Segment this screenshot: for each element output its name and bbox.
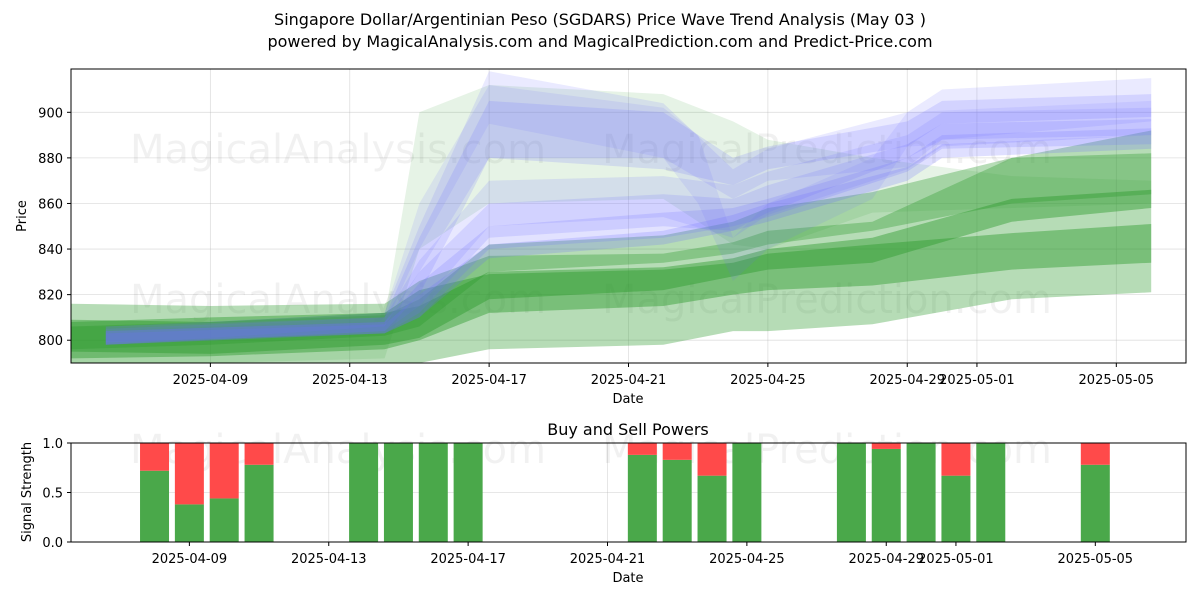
sell-power-bar — [244, 443, 274, 465]
power-x-tick-label: 2025-04-17 — [430, 552, 506, 567]
price-x-tick-label: 2025-04-17 — [451, 373, 527, 388]
buy-power-bar — [349, 443, 379, 542]
price-y-ticks: 800 820 840 860 880 900 — [38, 106, 71, 349]
power-x-tick-label: 2025-04-21 — [570, 552, 646, 567]
trend-band-2 — [71, 153, 1152, 350]
buy-power-bar — [836, 443, 866, 542]
buy-power-bar — [1080, 464, 1110, 542]
power-y-tick-label: 0.0 — [42, 536, 63, 551]
price-y-tick-label: 800 — [38, 334, 63, 349]
prediction-band-9 — [105, 128, 1152, 345]
price-x-ticks: 2025-04-09 2025-04-13 2025-04-17 2025-04-21… — [173, 363, 1155, 388]
price-x-tick-label: 2025-04-13 — [312, 373, 388, 388]
power-x-tick-label: 2025-05-01 — [918, 552, 994, 567]
buy-power-bar — [244, 464, 274, 542]
buy-power-bar — [976, 443, 1006, 542]
price-x-tick-label: 2025-04-09 — [173, 373, 249, 388]
power-x-tick-label: 2025-05-05 — [1058, 552, 1134, 567]
price-y-tick-label: 900 — [38, 106, 63, 121]
power-y-tick-label: 0.5 — [42, 487, 63, 502]
sell-power-bar — [697, 443, 727, 476]
price-bands — [71, 71, 1152, 363]
price-x-tick-label: 2025-05-05 — [1079, 373, 1155, 388]
price-x-label: Date — [612, 392, 643, 407]
buy-power-bar — [383, 443, 413, 542]
power-y-tick-label: 1.0 — [42, 437, 63, 452]
price-grid — [71, 69, 1186, 363]
price-y-tick-label: 880 — [38, 152, 63, 167]
prediction-band-6 — [105, 94, 1152, 345]
buy-power-bar — [418, 443, 448, 542]
price-x-tick-label: 2025-04-21 — [591, 373, 667, 388]
sell-power-bar — [941, 443, 971, 476]
price-y-label: Price — [15, 200, 30, 232]
buy-power-bar — [627, 454, 657, 542]
buy-power-bar — [662, 459, 692, 542]
buy-power-bar — [906, 443, 936, 542]
chart-subtitle: powered by MagicalAnalysis.com and Magic… — [267, 32, 933, 51]
prediction-band-7 — [105, 107, 1152, 345]
watermark-prediction-mid: MagicalPrediction.com — [602, 277, 1052, 323]
sell-power-bar — [871, 443, 901, 449]
power-x-label: Date — [612, 571, 643, 586]
trend-band-0 — [71, 130, 1152, 363]
power-x-tick-label: 2025-04-09 — [152, 552, 228, 567]
trend-band-1 — [71, 224, 1152, 359]
power-x-tick-label: 2025-04-13 — [291, 552, 367, 567]
price-x-tick-label: 2025-04-29 — [869, 373, 945, 388]
buy-power-bar — [174, 504, 204, 542]
price-watermarks: MagicalAnalysis.com MagicalPrediction.co… — [130, 127, 1052, 323]
sell-power-bar — [662, 443, 692, 460]
price-panel: MagicalAnalysis.com MagicalPrediction.co… — [15, 68, 1187, 407]
buy-power-bar — [941, 475, 971, 542]
sell-power-bar — [627, 443, 657, 455]
buy-power-bar — [697, 475, 727, 542]
price-x-tick-label: 2025-05-01 — [939, 373, 1015, 388]
sell-power-bar — [1080, 443, 1110, 465]
power-bars — [140, 443, 1110, 542]
sell-power-bar — [209, 443, 239, 499]
power-panel: Buy and Sell Powers MagicalAnalysis.com … — [20, 420, 1187, 586]
sell-power-bar — [174, 443, 204, 505]
price-y-tick-label: 840 — [38, 243, 63, 258]
sell-power-bar — [140, 443, 170, 471]
buy-power-bar — [209, 498, 239, 542]
power-y-ticks: 0.0 0.5 1.0 — [42, 437, 71, 551]
buy-power-bar — [732, 443, 762, 542]
prediction-band-5 — [105, 71, 1152, 345]
watermark-analysis-top: MagicalAnalysis.com — [130, 127, 546, 173]
price-x-tick-label: 2025-04-25 — [730, 373, 806, 388]
price-y-tick-label: 820 — [38, 289, 63, 304]
prediction-band-10 — [105, 135, 1152, 343]
power-title: Buy and Sell Powers — [547, 420, 709, 439]
watermark-analysis-mid: MagicalAnalysis.com — [130, 277, 546, 323]
buy-power-bar — [871, 448, 901, 542]
power-y-label: Signal Strength — [20, 442, 35, 542]
power-x-tick-label: 2025-04-29 — [848, 552, 924, 567]
buy-power-bar — [140, 470, 170, 542]
trend-band-4 — [71, 85, 1152, 363]
watermark-prediction-top: MagicalPrediction.com — [602, 127, 1052, 173]
trend-band-3 — [71, 189, 1152, 354]
chart-title: Singapore Dollar/Argentinian Peso (SGDAR… — [274, 10, 926, 29]
buy-power-bar — [453, 443, 483, 542]
prediction-band-11 — [384, 85, 1152, 327]
price-y-tick-label: 860 — [38, 197, 63, 212]
power-x-tick-label: 2025-04-25 — [709, 552, 785, 567]
power-x-ticks: 2025-04-09 2025-04-13 2025-04-17 2025-04-21… — [152, 542, 1134, 567]
